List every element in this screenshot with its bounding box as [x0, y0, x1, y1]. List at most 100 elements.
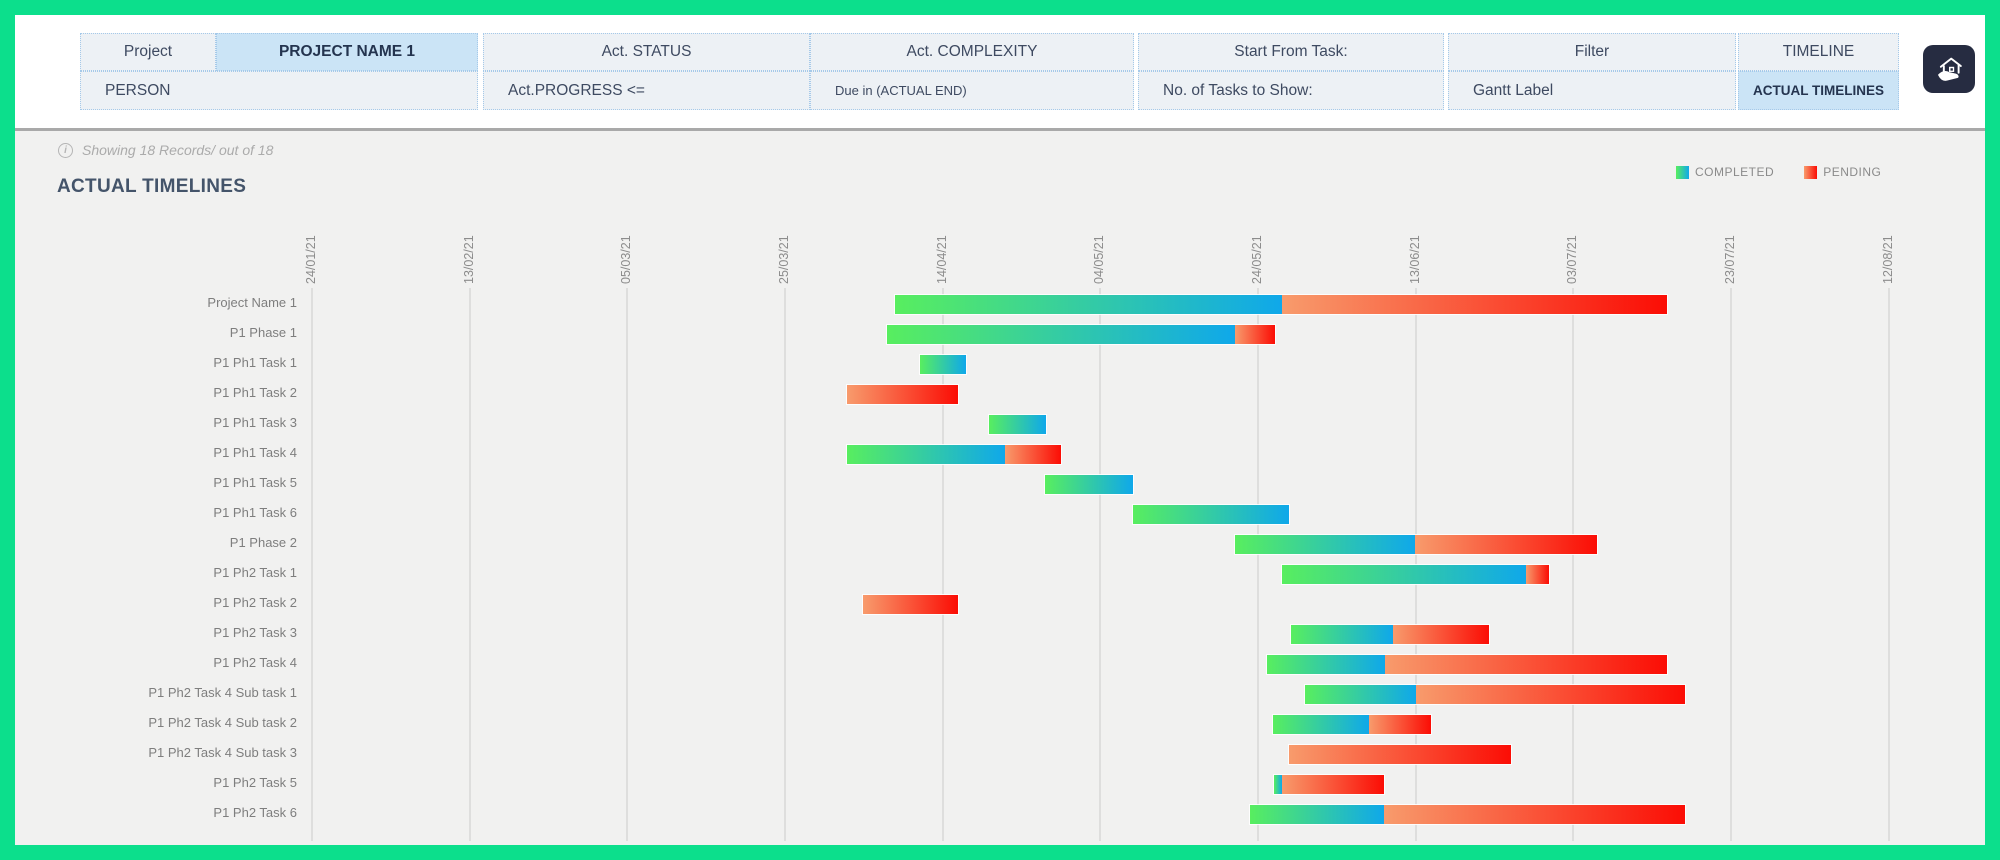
bar-pending-segment	[847, 385, 958, 404]
axis-date-label: 23/07/21	[1723, 235, 1737, 284]
gantt-bar	[847, 385, 958, 404]
bar-completed-segment	[1045, 475, 1133, 494]
bar-pending-segment	[1235, 325, 1275, 344]
gridline	[469, 288, 471, 841]
bar-pending-segment	[863, 595, 958, 614]
bar-pending-segment	[1415, 535, 1597, 554]
task-label: P1 Ph2 Task 1	[213, 565, 297, 580]
legend-swatch-completed	[1676, 165, 1689, 179]
bar-completed-segment	[1305, 685, 1416, 704]
filter-cell-due-in-actual-end[interactable]: Due in (ACTUAL END)	[810, 71, 1134, 110]
task-label: P1 Ph2 Task 4 Sub task 2	[148, 715, 297, 730]
gantt-bar	[847, 445, 1061, 464]
task-label: P1 Ph1 Task 5	[213, 475, 297, 490]
task-label: P1 Ph1 Task 3	[213, 415, 297, 430]
gantt-bar	[1235, 535, 1597, 554]
bar-completed-segment	[1133, 505, 1289, 524]
chart-legend: COMPLETED PENDING	[1676, 165, 1881, 179]
filter-cell-person[interactable]: PERSON	[80, 71, 478, 110]
axis-date-label: 13/02/21	[462, 235, 476, 284]
axis-date-label: 25/03/21	[777, 235, 791, 284]
task-label: P1 Ph2 Task 4 Sub task 1	[148, 685, 297, 700]
task-label: P1 Ph1 Task 4	[213, 445, 297, 460]
filter-cell-act-progress[interactable]: Act.PROGRESS <=	[483, 71, 810, 110]
task-label: P1 Ph2 Task 2	[213, 595, 297, 610]
task-label: P1 Ph2 Task 4 Sub task 3	[148, 745, 297, 760]
gantt-bar	[1289, 745, 1511, 764]
task-label: P1 Ph2 Task 5	[213, 775, 297, 790]
gantt-bar	[1250, 805, 1685, 824]
bar-completed-segment	[895, 295, 1282, 314]
legend-item: COMPLETED	[1676, 165, 1774, 179]
task-label: Project Name 1	[207, 295, 297, 310]
filter-cell-actual-timelines[interactable]: ACTUAL TIMELINES	[1738, 71, 1899, 110]
bar-pending-segment	[1282, 775, 1384, 794]
gantt-bar	[989, 415, 1046, 434]
toolbar-separator	[15, 128, 1985, 131]
bar-completed-segment	[1267, 655, 1385, 674]
gantt-bar	[1045, 475, 1133, 494]
filter-cell-start-from-task[interactable]: Start From Task:	[1138, 33, 1444, 71]
gridline	[1888, 288, 1890, 841]
filter-cell-filter[interactable]: Filter	[1448, 33, 1736, 71]
bar-completed-segment	[847, 445, 1005, 464]
task-label: P1 Phase 2	[229, 535, 297, 550]
legend-swatch-pending	[1804, 165, 1818, 179]
filter-cell-act-complexity[interactable]: Act. COMPLEXITY	[810, 33, 1134, 71]
gantt-bar	[887, 325, 1275, 344]
gridline	[784, 288, 786, 841]
gridline	[626, 288, 628, 841]
filter-cell-gantt-label[interactable]: Gantt Label	[1448, 71, 1736, 110]
task-label: P1 Ph2 Task 6	[213, 805, 297, 820]
gantt-bar	[1273, 715, 1431, 734]
filter-cell-project[interactable]: Project	[80, 33, 216, 71]
records-status: i Showing 18 Records/ out of 18	[58, 141, 273, 159]
filter-cell-act-status[interactable]: Act. STATUS	[483, 33, 810, 71]
filter-cell-timeline[interactable]: TIMELINE	[1738, 33, 1899, 71]
page-title: ACTUAL TIMELINES	[57, 176, 247, 197]
axis-date-label: 24/05/21	[1250, 235, 1264, 284]
task-label: P1 Ph1 Task 1	[213, 355, 297, 370]
gridline	[1730, 288, 1732, 841]
bar-pending-segment	[1289, 745, 1511, 764]
gantt-bar	[920, 355, 966, 374]
gantt-bar	[1267, 655, 1667, 674]
bar-pending-segment	[1526, 565, 1549, 584]
records-status-text: Showing 18 Records/ out of 18	[82, 142, 274, 158]
info-icon: i	[58, 142, 73, 158]
task-label: P1 Ph2 Task 4	[213, 655, 297, 670]
bar-completed-segment	[887, 325, 1235, 344]
bar-completed-segment	[1235, 535, 1415, 554]
legend-label: COMPLETED	[1695, 165, 1775, 179]
axis-date-label: 13/06/21	[1408, 235, 1422, 284]
gantt-bar	[1305, 685, 1685, 704]
gridline	[311, 288, 313, 841]
gantt-bar	[863, 595, 958, 614]
home-in-hand-icon	[1931, 52, 1967, 86]
axis-date-label: 03/07/21	[1565, 235, 1579, 284]
task-label: P1 Ph1 Task 6	[213, 505, 297, 520]
legend-item: PENDING	[1804, 165, 1881, 179]
filter-cell-no-of-tasks-to-show[interactable]: No. of Tasks to Show:	[1138, 71, 1444, 110]
gridline	[1572, 288, 1574, 841]
axis-date-label: 05/03/21	[619, 235, 633, 284]
task-label: P1 Ph2 Task 3	[213, 625, 297, 640]
gridline	[1415, 288, 1417, 841]
bar-pending-segment	[1384, 805, 1685, 824]
bar-completed-segment	[920, 355, 966, 374]
gridline	[1099, 288, 1101, 841]
home-button[interactable]	[1923, 45, 1975, 93]
filter-cell-project-name-1[interactable]: PROJECT NAME 1	[216, 33, 478, 71]
gridline	[1257, 288, 1259, 841]
axis-date-label: 14/04/21	[935, 235, 949, 284]
gantt-bar	[1274, 775, 1384, 794]
task-label: P1 Phase 1	[229, 325, 297, 340]
bar-pending-segment	[1393, 625, 1489, 644]
task-label: P1 Ph1 Task 2	[213, 385, 297, 400]
gridline	[942, 288, 944, 841]
gantt-bar	[1282, 565, 1549, 584]
bar-pending-segment	[1282, 295, 1667, 314]
bar-completed-segment	[1282, 565, 1526, 584]
bar-pending-segment	[1385, 655, 1667, 674]
gantt-bar	[1133, 505, 1289, 524]
